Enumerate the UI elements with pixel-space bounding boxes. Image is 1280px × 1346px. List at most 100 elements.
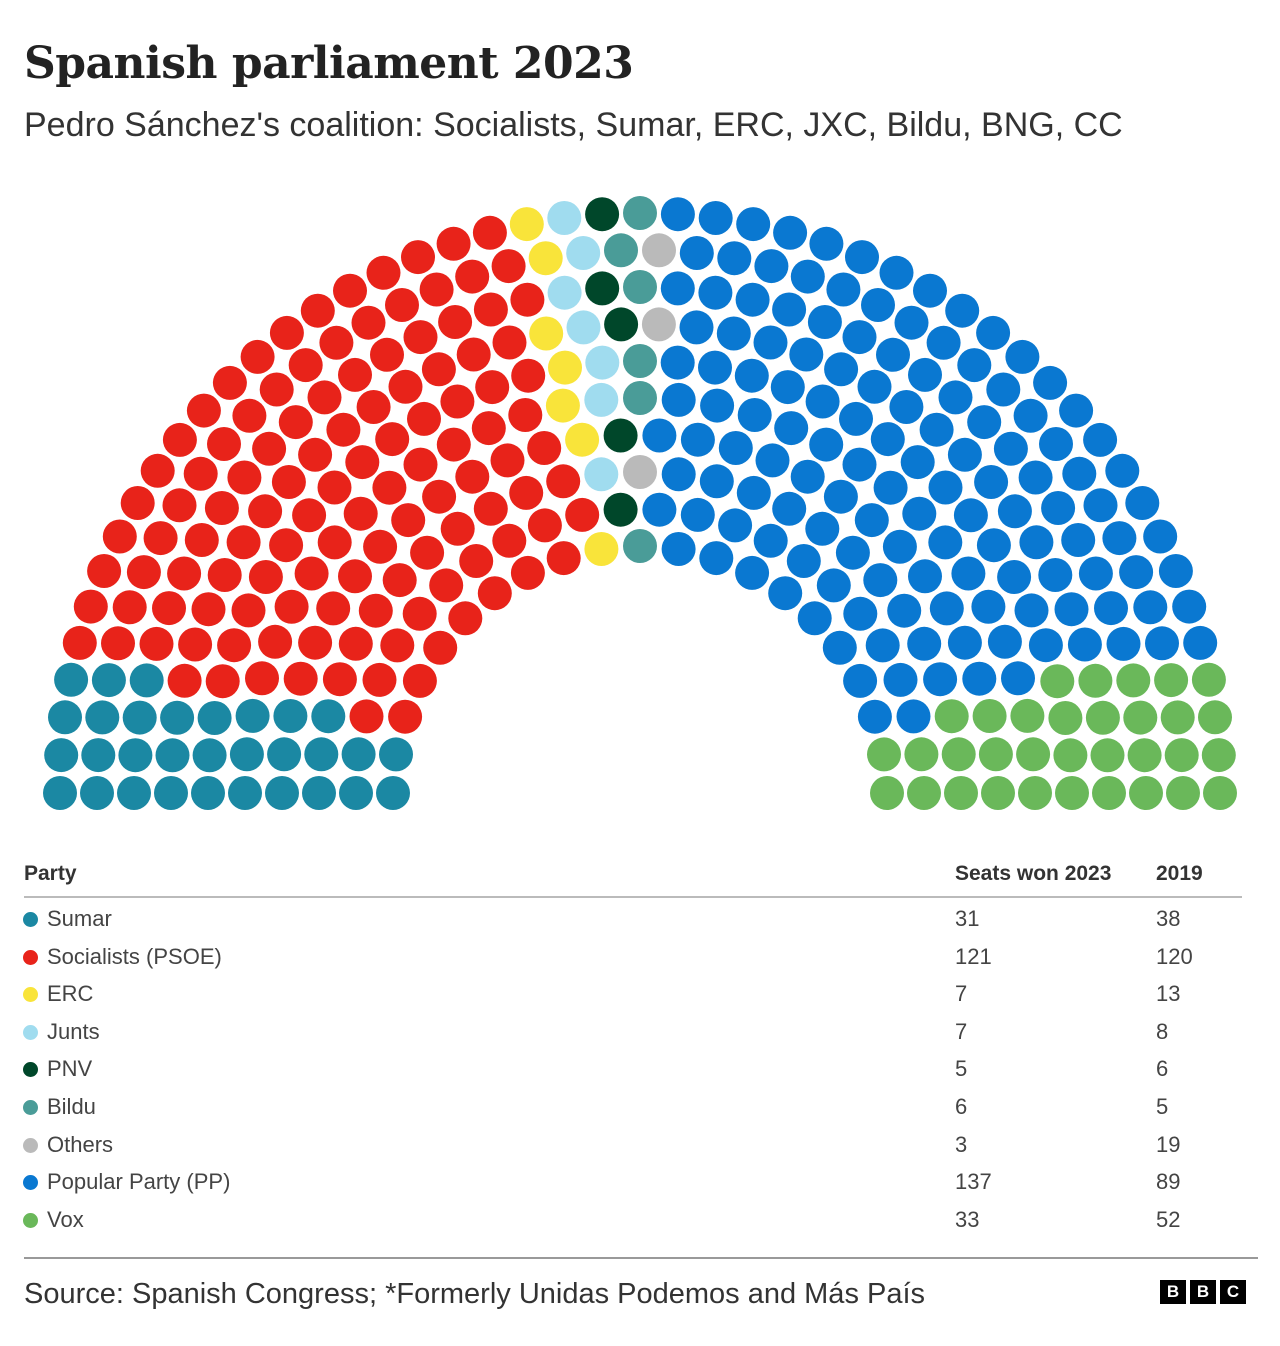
seat-socialists-psoe xyxy=(73,589,108,624)
seat-vox xyxy=(1085,700,1120,735)
seat-popular-party-pp xyxy=(698,201,733,235)
seat-socialists-psoe xyxy=(333,273,367,308)
seat-erc xyxy=(528,241,563,276)
seat-socialists-psoe xyxy=(419,272,454,307)
table-row: Others 3 19 xyxy=(0,1128,1280,1164)
seat-socialists-psoe xyxy=(207,427,241,461)
seat-popular-party-pp xyxy=(699,541,734,576)
seat-popular-party-pp xyxy=(870,422,905,457)
seat-socialists-psoe xyxy=(319,325,354,360)
seat-popular-party-pp xyxy=(773,215,808,250)
seat-popular-party-pp xyxy=(772,292,807,327)
seat-popular-party-pp xyxy=(718,431,753,465)
seat-socialists-psoe xyxy=(178,627,213,662)
seat-socialists-psoe xyxy=(307,380,342,415)
seat-popular-party-pp xyxy=(679,236,714,270)
seat-popular-party-pp xyxy=(938,380,973,415)
seat-sumar xyxy=(155,738,190,773)
seat-pnv xyxy=(604,307,639,342)
seat-socialists-psoe xyxy=(184,523,219,557)
seat-popular-party-pp xyxy=(947,437,982,472)
seat-sumar xyxy=(229,737,264,772)
seat-junts xyxy=(584,382,619,417)
chart-title: Spanish parliament 2023 xyxy=(24,38,634,89)
seat-socialists-psoe xyxy=(269,315,304,350)
seat-junts xyxy=(566,236,601,270)
seat-socialists-psoe xyxy=(546,541,581,576)
seat-sumar xyxy=(228,776,262,810)
seats-2019: 5 xyxy=(1156,1094,1169,1119)
seat-popular-party-pp xyxy=(700,388,735,423)
seat-popular-party-pp xyxy=(768,576,803,611)
seat-erc xyxy=(565,422,600,457)
seat-socialists-psoe xyxy=(511,358,546,393)
legend-dot xyxy=(23,987,38,1003)
party-name: PNV xyxy=(47,1056,93,1082)
seat-socialists-psoe xyxy=(278,405,313,440)
seat-vox xyxy=(944,776,978,810)
seats-2019: 6 xyxy=(1156,1056,1169,1082)
seat-popular-party-pp xyxy=(997,560,1032,594)
seat-popular-party-pp xyxy=(863,563,898,598)
seat-popular-party-pp xyxy=(1119,555,1154,590)
seat-socialists-psoe xyxy=(326,412,361,447)
seats-2019: 38 xyxy=(1156,906,1181,931)
seat-popular-party-pp xyxy=(1102,521,1137,556)
seat-popular-party-pp xyxy=(1145,626,1179,661)
seat-popular-party-pp xyxy=(974,465,1009,499)
chart-subtitle: Pedro Sánchez's coalition: Socialists, S… xyxy=(24,106,1123,144)
seat-vox xyxy=(1201,738,1236,773)
seat-popular-party-pp xyxy=(1059,393,1094,428)
seat-socialists-psoe xyxy=(492,325,527,360)
seat-socialists-psoe xyxy=(101,626,135,661)
seat-sumar xyxy=(48,700,82,735)
seat-popular-party-pp xyxy=(900,445,935,480)
seat-popular-party-pp xyxy=(660,197,695,232)
seat-popular-party-pp xyxy=(1033,365,1068,400)
seat-vox xyxy=(941,737,976,772)
seat-popular-party-pp xyxy=(1018,460,1053,495)
seat-socialists-psoe xyxy=(227,460,262,495)
seat-sumar xyxy=(265,776,299,810)
seat-popular-party-pp xyxy=(660,271,695,306)
seat-popular-party-pp xyxy=(923,662,958,697)
seat-popular-party-pp xyxy=(843,596,878,631)
seat-socialists-psoe xyxy=(391,503,426,538)
seat-popular-party-pp xyxy=(661,382,696,417)
seat-socialists-psoe xyxy=(492,523,527,558)
seat-socialists-psoe xyxy=(317,470,352,505)
seat-socialists-psoe xyxy=(232,398,267,433)
seat-socialists-psoe xyxy=(120,486,155,520)
seat-popular-party-pp xyxy=(735,555,770,590)
seat-socialists-psoe xyxy=(510,555,545,590)
seat-popular-party-pp xyxy=(1094,591,1128,626)
seat-junts xyxy=(566,310,601,345)
seat-sumar xyxy=(129,663,164,698)
seat-popular-party-pp xyxy=(1067,627,1102,662)
seat-popular-party-pp xyxy=(797,601,832,636)
seat-socialists-psoe xyxy=(167,556,202,591)
seat-popular-party-pp xyxy=(1054,592,1089,627)
seat-erc xyxy=(584,532,619,566)
seat-popular-party-pp xyxy=(953,498,988,533)
seat-bildu xyxy=(623,270,657,304)
seat-popular-party-pp xyxy=(755,443,790,478)
seat-sumar xyxy=(85,700,120,735)
seat-vox xyxy=(904,737,939,772)
seat-socialists-psoe xyxy=(345,445,380,480)
seat-socialists-psoe xyxy=(338,626,373,661)
seat-vox xyxy=(1164,738,1199,773)
seat-others xyxy=(642,233,676,268)
seat-sumar xyxy=(117,776,151,810)
seats-2023: 31 xyxy=(955,906,980,931)
seat-socialists-psoe xyxy=(358,593,393,628)
table-row: Socialists (PSOE) 121 120 xyxy=(0,940,1280,976)
legend-dot xyxy=(23,1137,38,1153)
seat-popular-party-pp xyxy=(839,401,873,436)
seats-2019: 19 xyxy=(1156,1131,1181,1157)
seat-socialists-psoe xyxy=(491,249,526,284)
seat-socialists-psoe xyxy=(288,348,323,383)
parliament-hemicycle xyxy=(43,196,1237,810)
seats-2019: 89 xyxy=(1156,1169,1181,1195)
seat-socialists-psoe xyxy=(152,591,186,626)
